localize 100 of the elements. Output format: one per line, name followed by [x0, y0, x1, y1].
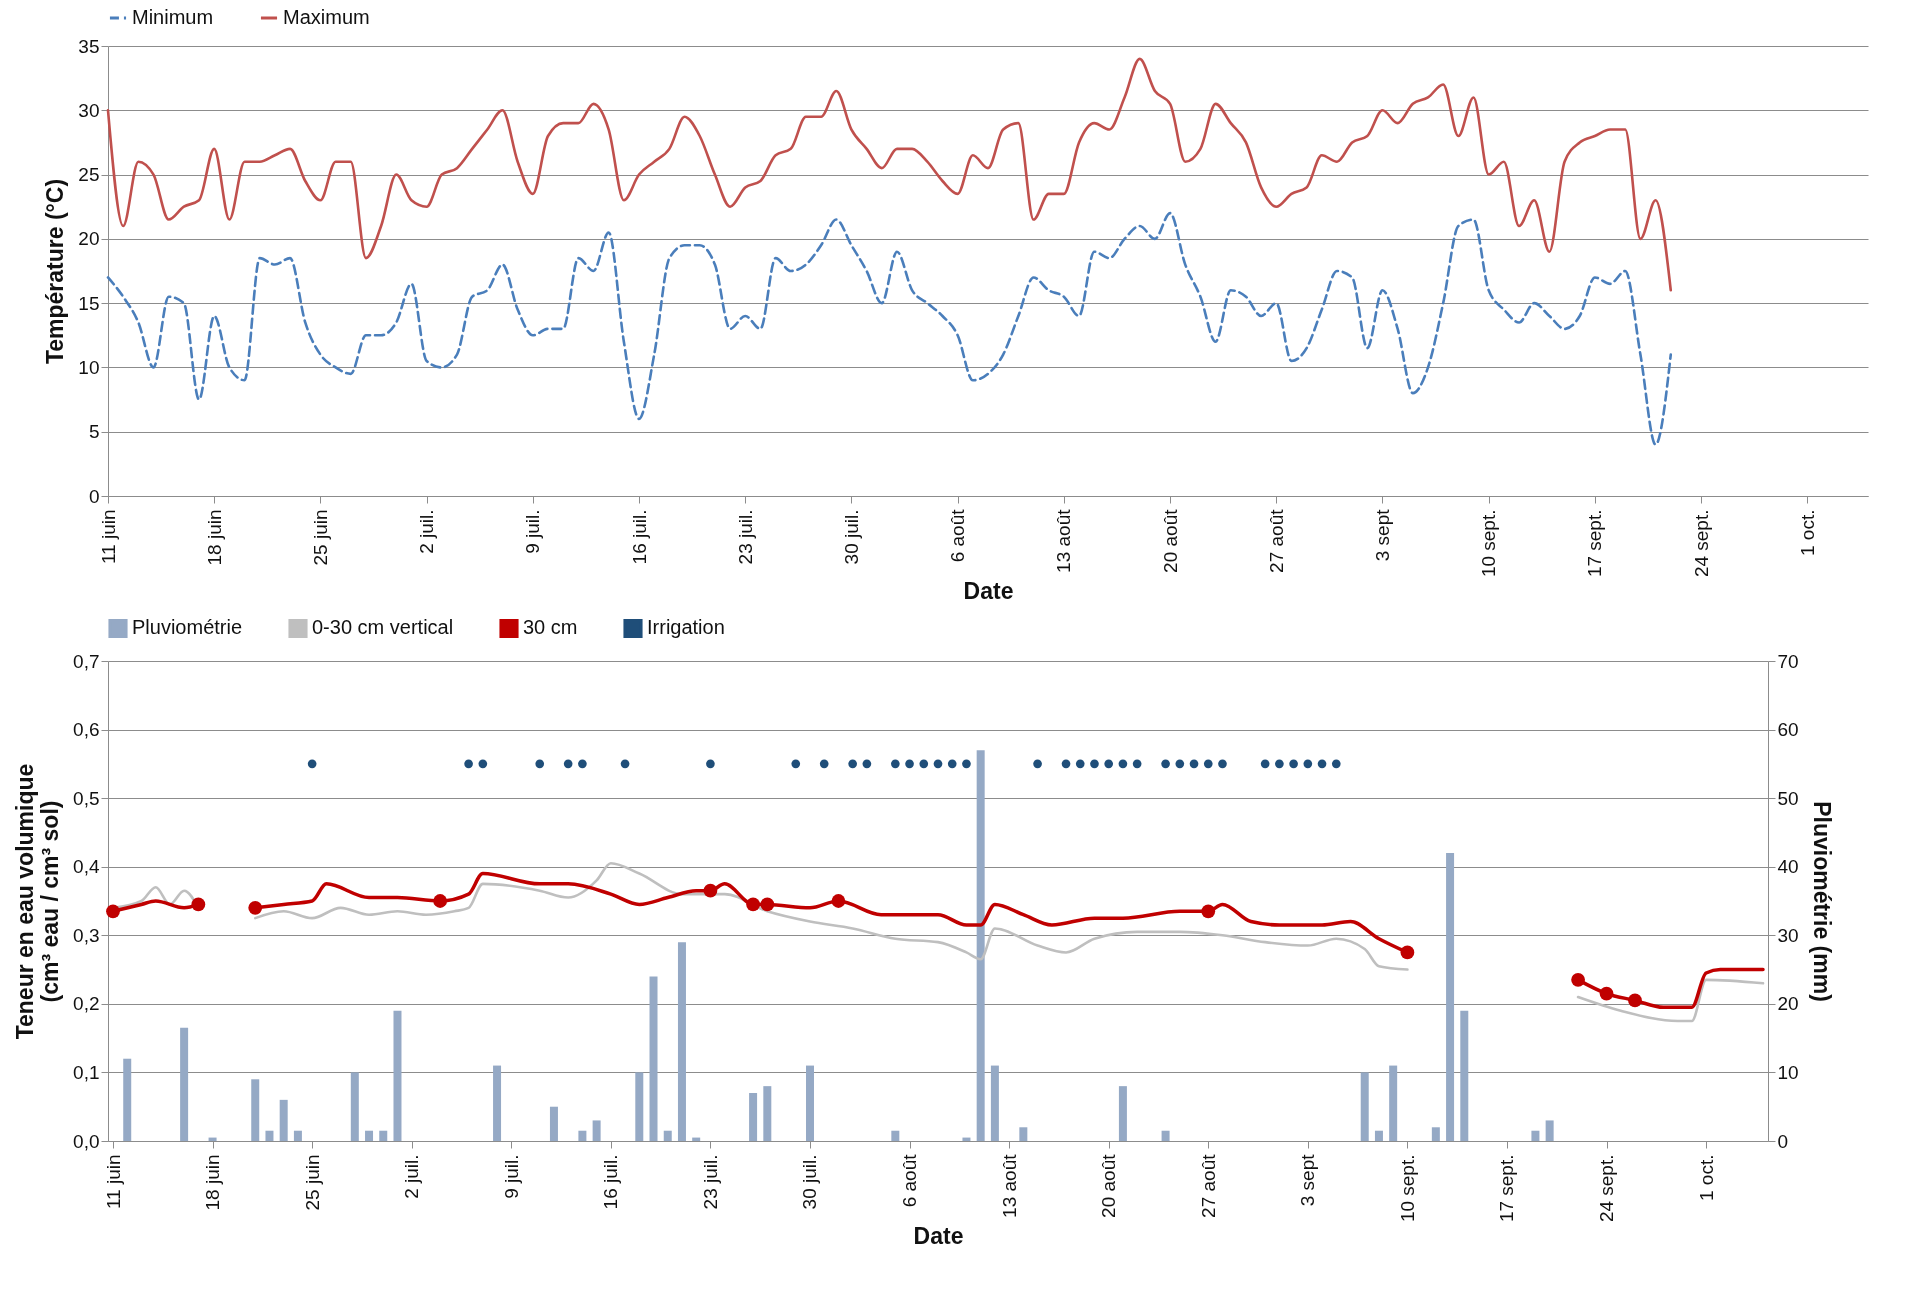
- bar: [365, 1130, 374, 1141]
- point: [1260, 759, 1270, 769]
- bar: [763, 1086, 772, 1141]
- point: [620, 759, 630, 769]
- point: [1090, 759, 1099, 769]
- x-tick-label: 17 sept.: [1584, 509, 1606, 578]
- point: [919, 759, 929, 769]
- bar: [663, 1130, 672, 1141]
- y-axis-title: Teneur en eau volumique (cm³ eau / cm³ sol): [12, 763, 64, 1040]
- x-tick-label: 13 août: [998, 1153, 1020, 1218]
- y-tick-label: 0: [88, 485, 100, 507]
- y2-tick-label: 20: [1777, 993, 1799, 1015]
- line-series: [106, 211, 1673, 446]
- point: [760, 897, 775, 912]
- point: [1218, 759, 1227, 769]
- point: [563, 759, 573, 769]
- point: [1075, 759, 1085, 769]
- point: [819, 759, 829, 769]
- point: [791, 759, 801, 769]
- x-tick-label: 6 août: [947, 508, 969, 563]
- point: [1303, 759, 1313, 769]
- y-axis-title: Température (°C): [42, 178, 69, 365]
- x-axis-title: Date: [963, 578, 1014, 605]
- point: [746, 897, 760, 912]
- bar: [251, 1079, 260, 1141]
- point: [1175, 759, 1185, 769]
- point: [706, 759, 715, 769]
- y-tick-label: 35: [78, 35, 100, 57]
- x-tick-label: 24 sept.: [1596, 1154, 1618, 1223]
- bar: [293, 1130, 302, 1141]
- point: [433, 894, 448, 908]
- point: [1118, 759, 1128, 769]
- bar: [350, 1072, 359, 1141]
- x-tick-label: 30 juil.: [799, 1154, 821, 1210]
- point: [933, 759, 943, 769]
- x-tick-label: 24 sept.: [1690, 509, 1712, 578]
- x-tick-label: 23 juil.: [699, 1154, 721, 1210]
- point: [248, 900, 263, 915]
- y2-tick-label: 10: [1777, 1061, 1799, 1083]
- point: [1132, 759, 1142, 769]
- x-tick-label: 20 août: [1159, 508, 1181, 573]
- x-tick-label: 3 sept: [1371, 508, 1393, 562]
- point: [478, 759, 488, 769]
- point: [578, 759, 587, 769]
- bar: [677, 942, 686, 1141]
- x-tick-label: 18 juin: [202, 1154, 224, 1211]
- x-axis-title: Date: [913, 1223, 964, 1250]
- y-tick-label: 0,6: [73, 719, 100, 741]
- point: [962, 759, 971, 769]
- x-tick-label: 11 juin: [102, 1154, 124, 1210]
- bar: [265, 1130, 274, 1141]
- point: [1061, 759, 1071, 769]
- bar: [379, 1130, 388, 1141]
- x-tick-label: 1 oct.: [1695, 1154, 1717, 1201]
- bar: [578, 1130, 587, 1141]
- point: [891, 759, 900, 769]
- point: [947, 759, 957, 769]
- y-tick-label: 30: [78, 99, 100, 121]
- point: [464, 759, 473, 769]
- x-tick-label: 25 juin: [301, 1154, 323, 1211]
- point: [1317, 759, 1327, 769]
- bar: [1531, 1130, 1540, 1141]
- bar: [1545, 1120, 1554, 1141]
- point: [1104, 759, 1114, 769]
- legend-label: Maximum: [283, 6, 370, 28]
- x-tick-label: 25 juin: [309, 509, 331, 566]
- y-tick-label: 0,2: [73, 993, 100, 1015]
- x-tick-label: 16 juil.: [628, 509, 650, 565]
- x-tick-label: 10 sept.: [1396, 1154, 1418, 1223]
- y-tick-label: 15: [78, 292, 100, 314]
- bar: [279, 1099, 288, 1141]
- y-tick-label: 0,7: [73, 650, 100, 672]
- bar: [493, 1065, 502, 1141]
- y-tick-label: 0,4: [73, 856, 100, 878]
- bar: [1389, 1065, 1398, 1141]
- x-tick-label: 30 juil.: [840, 509, 862, 565]
- legend-label: 30 cm: [523, 616, 578, 639]
- x-tick-label: 3 sept: [1297, 1153, 1319, 1207]
- bar: [393, 1010, 402, 1141]
- x-tick-label: 1 oct.: [1796, 509, 1818, 556]
- point: [1400, 945, 1415, 960]
- y2-tick-label: 70: [1777, 650, 1799, 672]
- point: [1628, 993, 1642, 1008]
- x-tick-label: 27 août: [1197, 1153, 1219, 1218]
- point: [862, 759, 872, 769]
- x-tick-label: 20 août: [1098, 1153, 1120, 1218]
- bar: [592, 1120, 601, 1141]
- bar: [1161, 1130, 1170, 1141]
- legend-label: Minimum: [132, 6, 214, 28]
- y-tick-label: 25: [78, 164, 100, 186]
- point: [1289, 759, 1298, 769]
- bar: [805, 1065, 814, 1141]
- point: [1161, 759, 1170, 769]
- y-tick-label: 0,3: [73, 924, 100, 946]
- point: [1033, 759, 1042, 769]
- x-tick-label: 16 juil.: [600, 1154, 622, 1210]
- bar: [1374, 1130, 1383, 1141]
- point: [191, 897, 206, 912]
- y-tick-label: 5: [88, 421, 100, 443]
- x-tick-label: 13 août: [1053, 508, 1075, 573]
